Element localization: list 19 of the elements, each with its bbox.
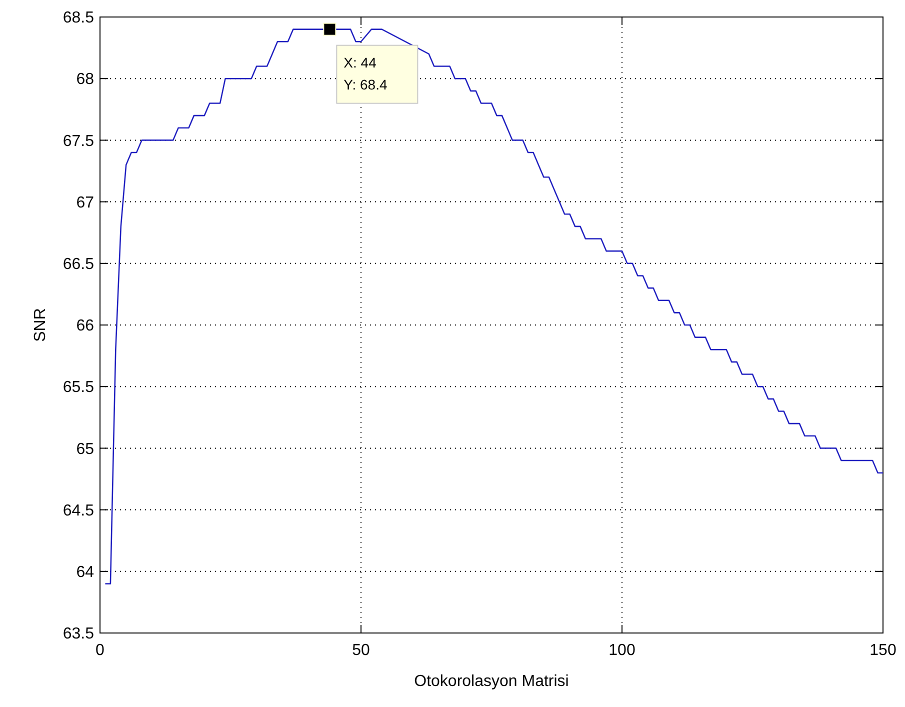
x-tick-label: 0 bbox=[96, 642, 105, 659]
y-tick-label: 63.5 bbox=[62, 626, 94, 643]
y-tick-label: 68.5 bbox=[62, 10, 94, 27]
y-tick-label: 66 bbox=[76, 318, 94, 335]
y-tick-label: 65.5 bbox=[62, 379, 94, 396]
y-tick-label: 67.5 bbox=[62, 132, 94, 150]
y-tick-label: 64 bbox=[76, 564, 94, 581]
x-tick-label: 150 bbox=[870, 642, 896, 659]
y-axis-title: SNR bbox=[32, 308, 49, 342]
x-tick-label: 50 bbox=[352, 642, 370, 659]
y-tick-label: 68 bbox=[76, 71, 94, 88]
annotation: X: 44 Y: 68.4 bbox=[344, 54, 388, 92]
y-tick-label: 66.5 bbox=[62, 256, 94, 273]
y-tick-label: 67 bbox=[76, 194, 94, 212]
y-tick-label: 64.5 bbox=[62, 502, 94, 520]
y-tick-label: 65 bbox=[76, 440, 94, 458]
x-tick-label: 100 bbox=[608, 642, 636, 659]
line-series bbox=[104, 28, 884, 584]
x-axis-title: Otokorolasyon Matrisi bbox=[414, 673, 569, 690]
